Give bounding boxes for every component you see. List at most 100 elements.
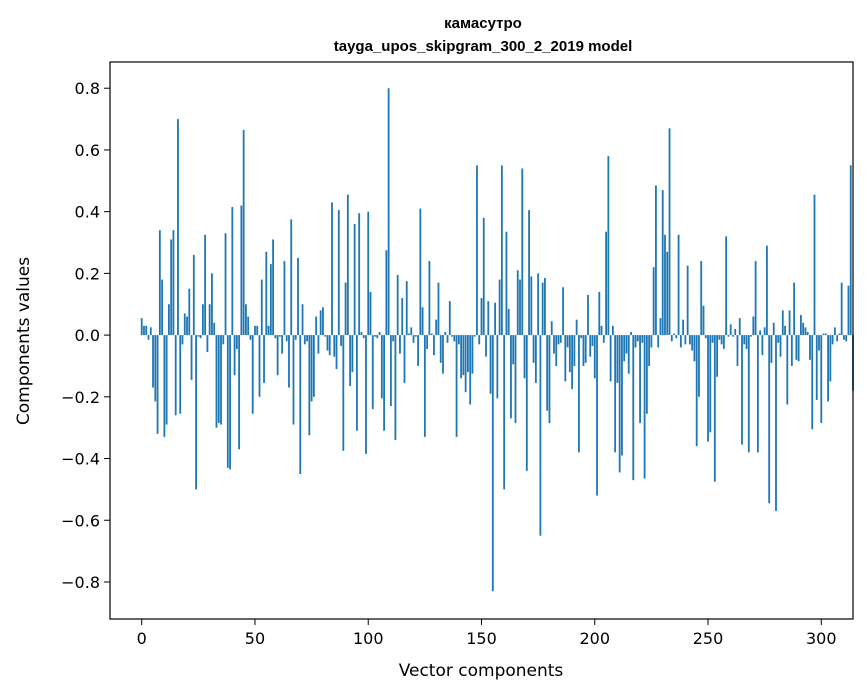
- bar: [605, 231, 607, 336]
- bar: [303, 335, 306, 345]
- bar: [405, 281, 408, 336]
- bar: [392, 335, 395, 342]
- bar: [197, 335, 200, 337]
- bar: [446, 335, 449, 343]
- bar: [326, 335, 329, 351]
- bar: [824, 333, 827, 336]
- bar: [403, 335, 406, 383]
- bar: [247, 316, 250, 336]
- y-tick-label: 0.8: [75, 79, 100, 98]
- bar: [317, 335, 320, 354]
- bar: [433, 335, 435, 356]
- bar: [163, 335, 166, 437]
- bar: [521, 168, 524, 336]
- bar: [374, 335, 376, 337]
- bar: [442, 335, 444, 374]
- bar: [833, 327, 836, 336]
- bar: [788, 310, 791, 336]
- bar: [356, 335, 358, 431]
- bar: [211, 273, 213, 336]
- bar: [453, 335, 456, 342]
- bar: [435, 319, 438, 336]
- bar: [245, 304, 247, 336]
- bar: [340, 335, 342, 346]
- bar: [473, 335, 476, 337]
- bar: [593, 335, 596, 379]
- bar: [607, 156, 610, 336]
- bar: [840, 282, 843, 336]
- bar: [691, 335, 694, 351]
- bar: [267, 325, 270, 336]
- bar: [215, 335, 218, 428]
- bar: [167, 304, 170, 336]
- bar: [353, 224, 356, 336]
- bar: [401, 298, 404, 336]
- bar: [396, 274, 399, 336]
- bar: [342, 335, 345, 451]
- bar: [238, 335, 241, 450]
- bar: [564, 335, 567, 382]
- bar: [614, 335, 617, 453]
- bar: [240, 205, 243, 336]
- bar: [349, 335, 352, 387]
- bar: [818, 335, 820, 351]
- bar: [467, 335, 469, 373]
- bar: [299, 335, 302, 474]
- bar: [645, 335, 648, 414]
- bar: [641, 335, 644, 343]
- bar: [734, 328, 737, 336]
- bar: [471, 335, 474, 374]
- bar: [550, 321, 553, 336]
- bar: [510, 335, 512, 419]
- bar: [482, 217, 485, 336]
- bar: [544, 278, 546, 336]
- bar: [815, 335, 818, 400]
- bar: [147, 335, 150, 340]
- bar: [682, 319, 685, 336]
- bar: [777, 335, 780, 343]
- bar: [668, 128, 671, 336]
- bar: [539, 335, 542, 536]
- bar: [256, 325, 259, 336]
- bar: [399, 335, 401, 354]
- bar: [333, 335, 336, 357]
- bar: [727, 335, 730, 337]
- bar: [519, 279, 521, 336]
- bar: [419, 208, 422, 336]
- bar: [553, 335, 555, 354]
- bar: [380, 335, 383, 399]
- bar: [263, 335, 265, 383]
- bar: [487, 301, 490, 336]
- bar: [693, 335, 696, 362]
- bar: [648, 335, 651, 366]
- bar: [290, 219, 293, 336]
- bar: [516, 270, 519, 336]
- bar: [534, 335, 537, 383]
- bar: [661, 190, 664, 336]
- bar: [485, 335, 487, 357]
- bar: [750, 335, 752, 337]
- bar: [213, 322, 216, 336]
- bar: [376, 335, 379, 339]
- bar: [580, 335, 583, 339]
- bar: [571, 335, 574, 390]
- bar: [596, 335, 598, 496]
- bar: [369, 291, 372, 336]
- x-tick-label: 0: [137, 629, 147, 648]
- bar: [759, 330, 762, 336]
- bar: [716, 335, 718, 377]
- bar: [790, 335, 793, 366]
- bar: [779, 335, 782, 357]
- bar: [704, 335, 707, 339]
- bar: [732, 335, 734, 337]
- bar: [752, 316, 755, 336]
- bar: [741, 335, 743, 445]
- bar: [707, 335, 709, 442]
- bar: [231, 207, 234, 336]
- bar: [308, 335, 311, 436]
- bar: [226, 335, 229, 468]
- bar: [260, 279, 263, 336]
- bar: [781, 310, 784, 336]
- bar: [328, 335, 331, 356]
